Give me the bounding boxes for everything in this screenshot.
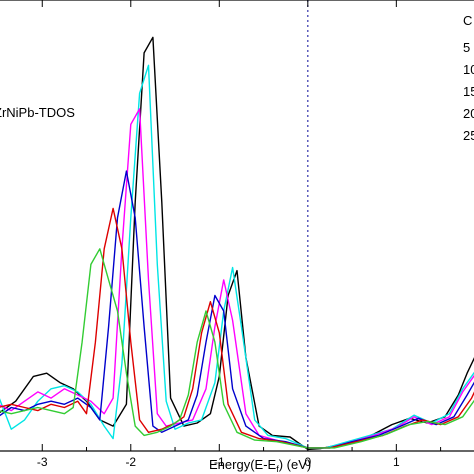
series-line-2 — [0, 64, 474, 449]
x-axis-title: Energy(E-Ef) (eV) — [209, 457, 311, 474]
legend-entry: 5 — [463, 40, 470, 55]
legend-entry: 10 — [463, 62, 474, 77]
legend-entry: 20 — [463, 106, 474, 121]
x-tick-label: 1 — [393, 455, 400, 469]
x-tick-label: -3 — [37, 455, 48, 469]
x-tick-label: -2 — [125, 455, 136, 469]
legend-entry: 25 — [463, 128, 474, 143]
x-ticks — [41, 0, 442, 451]
x-tick-label: 0 — [304, 455, 311, 469]
legend-entry: C — [463, 13, 472, 28]
series-line-6 — [0, 248, 474, 449]
series-layer — [0, 36, 474, 451]
series-line-5 — [0, 207, 474, 449]
x-tick-label: -1 — [214, 455, 225, 469]
tdos-annotation: ZrNiPb-TDOS — [0, 105, 75, 120]
legend: C 5 10 15 20 25 — [463, 13, 474, 143]
series-line-1 — [0, 36, 474, 451]
series-line-3 — [0, 108, 474, 449]
plot-frame — [0, 0, 474, 452]
legend-entry: 15 — [463, 84, 474, 99]
series-line-4 — [0, 170, 474, 449]
x-tick-labels: -3 -2 -1 0 1 — [37, 455, 400, 469]
